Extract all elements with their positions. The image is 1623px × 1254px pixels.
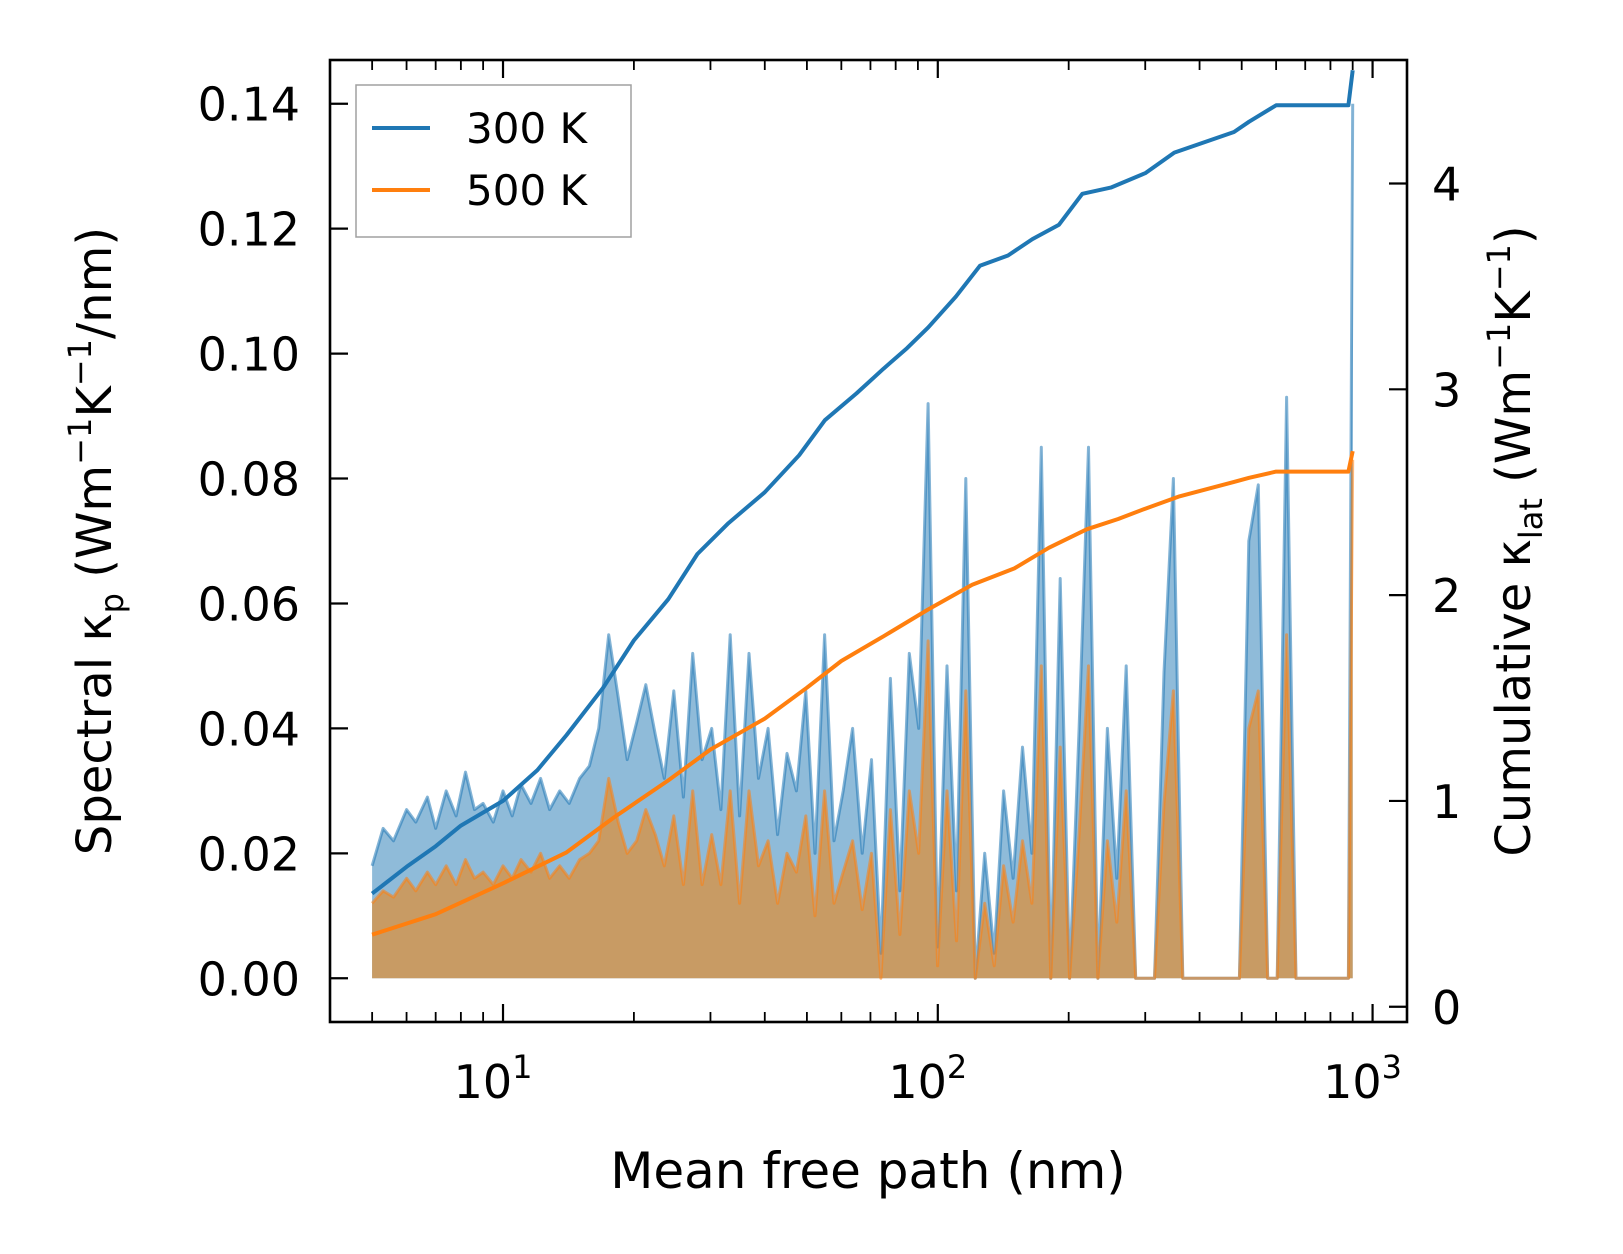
right-y-tick-label: 2 xyxy=(1432,569,1461,623)
cumulative-line-300K xyxy=(370,70,1355,896)
legend-label-300K: 300 K xyxy=(466,104,589,153)
left-y-tick-label: 0.08 xyxy=(198,453,300,507)
right-y-tick-label: 3 xyxy=(1432,363,1461,417)
left-y-tick-label: 0.10 xyxy=(198,328,300,382)
right-y-tick-label: 0 xyxy=(1432,981,1461,1035)
legend-label-500K: 500 K xyxy=(466,166,589,215)
cumulative-line-500K xyxy=(371,450,1355,937)
left-y-tick-label: 0.00 xyxy=(198,952,300,1006)
plot-frame xyxy=(328,58,1409,1024)
left-y-tick-label: 0.04 xyxy=(198,702,300,756)
left-axis-label: Spectral κp (Wm−1K−1/nm) xyxy=(61,227,131,855)
left-y-tick-label: 0.14 xyxy=(198,78,300,132)
legend-box xyxy=(355,84,632,238)
x-tick-label: 103 xyxy=(1323,1048,1402,1109)
x-tick-label: 102 xyxy=(888,1048,967,1109)
right-axis-label: Cumulative κlat (Wm−1K−1) xyxy=(1480,225,1550,856)
x-axis-label: Mean free path (nm) xyxy=(610,1142,1126,1200)
tick-layer: 101 102 1030.000.020.040.060.080.100.120.1… xyxy=(198,60,1461,1109)
right-y-tick-label: 1 xyxy=(1432,775,1461,829)
x-tick-label: 101 xyxy=(454,1048,533,1109)
left-y-tick-label: 0.12 xyxy=(198,203,300,257)
legend: 300 K 500 K xyxy=(355,84,632,238)
right-y-tick-label: 4 xyxy=(1432,157,1461,211)
series-layer xyxy=(370,70,1355,980)
left-y-tick-label: 0.06 xyxy=(198,577,300,631)
left-y-tick-label: 0.02 xyxy=(198,827,300,881)
